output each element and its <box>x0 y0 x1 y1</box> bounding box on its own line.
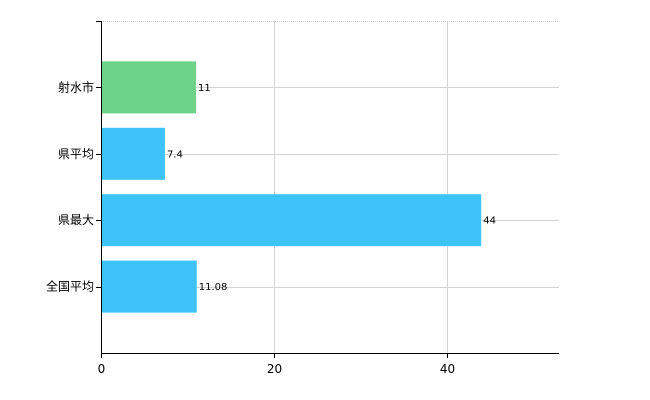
category-label: 県最大 <box>58 213 94 227</box>
bars <box>101 61 482 313</box>
bar-県平均 <box>101 127 165 180</box>
data-label: 7.4 <box>167 149 183 160</box>
bar-県最大 <box>101 194 482 247</box>
data-label: 11.08 <box>199 282 228 293</box>
category-label: 県平均 <box>58 147 94 161</box>
axes <box>96 21 559 358</box>
bar-全国平均 <box>101 260 197 313</box>
data-label: 44 <box>483 216 496 227</box>
data-label: 11 <box>198 83 211 94</box>
category-label: 射水市 <box>58 79 94 94</box>
x-tick-label: 0 <box>98 362 106 376</box>
x-tick-label: 40 <box>440 362 455 376</box>
bar-射水市 <box>101 61 197 114</box>
category-label: 全国平均 <box>46 279 94 294</box>
x-tick-label: 20 <box>267 362 282 376</box>
